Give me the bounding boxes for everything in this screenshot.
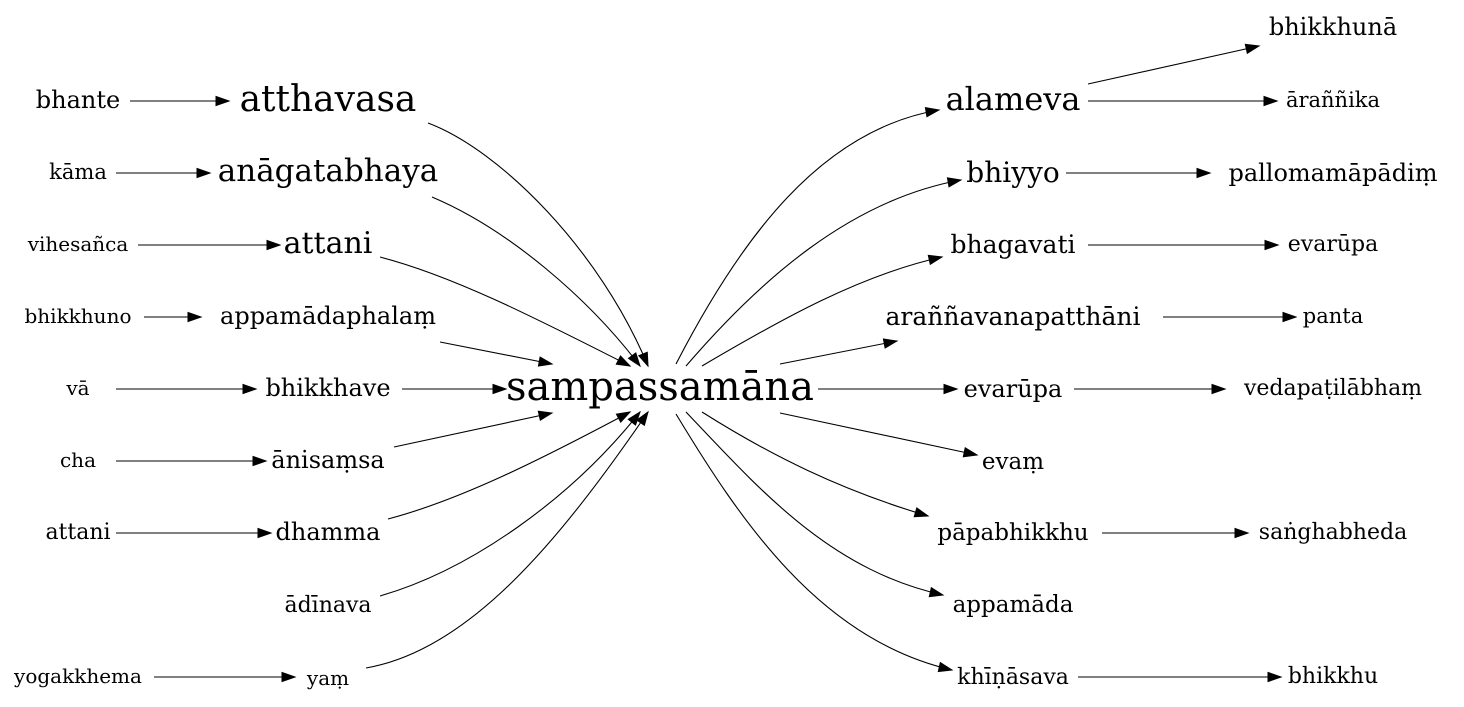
source-node-2: kāma [49, 160, 107, 184]
edge-target-2-arrowhead [1196, 167, 1212, 179]
edge-out-1 [675, 109, 940, 365]
edge-out-7 [701, 411, 929, 517]
edge-source-3-arrowhead [266, 239, 282, 251]
edge-out-4 [779, 340, 898, 365]
edge-source-4-arrowhead [187, 311, 203, 323]
edge-out-2-arrowhead [946, 177, 963, 188]
target-node-1a: bhikkhunā [1269, 13, 1397, 41]
target-node-5: vedapaṭilābhaṃ [1243, 376, 1422, 401]
node-right-6: evaṃ [982, 449, 1044, 475]
edge-target-9-arrowhead [1267, 671, 1283, 683]
source-node-4: bhikkhuno [24, 304, 131, 328]
nodes: sampassamāna atthavasa anāgatabhaya atta… [13, 13, 1438, 690]
edge-out-3-arrowhead [927, 254, 944, 266]
node-left-2: anāgatabhaya [218, 153, 438, 189]
edge-out-2 [685, 179, 962, 367]
edge-in-1 [427, 122, 649, 367]
node-right-2: bhiyyo [966, 156, 1059, 189]
edge-out-6-arrowhead [962, 447, 979, 458]
target-node-3: evarūpa [1288, 232, 1378, 257]
edge-source-6-arrowhead [252, 455, 268, 467]
edge-target-3-arrowhead [1264, 239, 1280, 251]
edge-in-4-arrowhead [537, 356, 554, 367]
edge-in-4 [439, 341, 553, 365]
edge-in-8 [379, 411, 641, 597]
node-left-7: dhamma [276, 518, 381, 546]
node-left-6: ānisaṃsa [271, 446, 384, 474]
node-left-4: appamādaphalaṃ [220, 302, 436, 330]
edge-source-2-arrowhead [196, 167, 212, 179]
edge-in-3 [379, 256, 631, 367]
edge-out-7-arrowhead [913, 507, 930, 518]
edge-out-9 [675, 413, 953, 671]
source-node-6: cha [60, 448, 96, 472]
node-right-8: appamāda [953, 592, 1074, 618]
node-left-5: bhikkhave [265, 374, 390, 402]
edge-in-9-arrowhead [635, 410, 649, 427]
edge-in-7-arrowhead [615, 411, 632, 424]
edge-in-3-arrowhead [615, 355, 632, 367]
edge-source-7-arrowhead [257, 527, 273, 539]
target-node-2: pallomamāpādiṃ [1228, 159, 1437, 187]
target-node-7: saṅghabheda [1259, 520, 1407, 545]
edge-out-8 [685, 411, 944, 596]
node-right-9: khīṇāsava [957, 665, 1069, 690]
edge-target-1a [1087, 45, 1260, 85]
edge-target-1a-arrowhead [1244, 43, 1261, 55]
edge-in-8-arrowhead [627, 410, 641, 426]
node-right-5: evarūpa [964, 375, 1063, 403]
edge-target-1b-arrowhead [1263, 95, 1279, 107]
edge-target-5-arrowhead [1211, 383, 1227, 395]
edge-source-9-arrowhead [281, 671, 297, 683]
edge-out-5-arrowhead [943, 383, 959, 395]
source-node-1: bhante [36, 86, 120, 114]
edge-in-1-arrowhead [637, 351, 649, 368]
edge-out-8-arrowhead [928, 586, 945, 598]
node-right-3: bhagavati [951, 230, 1076, 259]
edge-out-4-arrowhead [882, 338, 899, 349]
edge-in-6 [393, 412, 553, 448]
edge-source-1-arrowhead [215, 95, 231, 107]
edge-out-1-arrowhead [924, 106, 941, 118]
edge-in-5-arrowhead [492, 383, 508, 395]
node-left-8: ādīnava [284, 593, 371, 618]
edge-in-7 [387, 411, 631, 520]
node-right-1: alameva [946, 80, 1081, 118]
node-center: sampassamāna [506, 364, 814, 410]
source-node-5: vā [65, 376, 89, 400]
target-node-1b: āraññika [1286, 88, 1380, 112]
node-right-4: araññavanapatthāni [885, 302, 1140, 331]
edge-target-7-arrowhead [1234, 527, 1250, 539]
edge-in-2-arrowhead [627, 352, 641, 368]
source-node-3: vihesañca [27, 232, 129, 256]
edge-in-6-arrowhead [537, 410, 554, 421]
edge-out-6 [779, 412, 978, 456]
edge-in-2 [431, 196, 641, 367]
node-right-7: pāpabhikkhu [937, 520, 1088, 546]
edges [116, 43, 1298, 683]
source-node-7: attani [45, 520, 110, 545]
source-node-9: yogakkhema [13, 664, 142, 688]
edge-in-9 [365, 411, 649, 669]
edge-source-5-arrowhead [242, 383, 258, 395]
target-node-4: panta [1303, 304, 1363, 328]
edge-target-4-arrowhead [1282, 311, 1298, 323]
node-left-3: attani [284, 226, 373, 261]
node-left-9: yaṃ [306, 666, 349, 690]
node-left-1: atthavasa [240, 79, 417, 120]
edge-out-3 [701, 256, 943, 367]
edge-out-9-arrowhead [937, 661, 954, 673]
target-node-9: bhikkhu [1288, 664, 1378, 689]
